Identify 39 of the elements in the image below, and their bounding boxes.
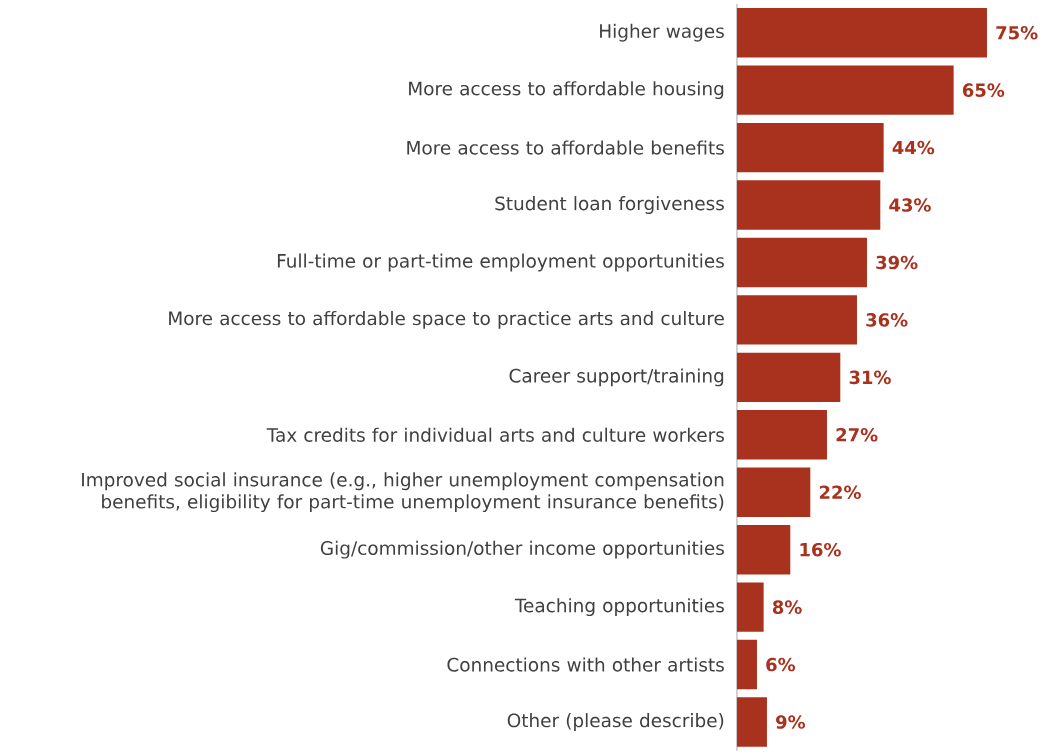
y-tick-label: More access to affordable housing xyxy=(409,81,724,100)
data-label: 6% xyxy=(766,657,796,672)
y-tick-label: Full-time or part-time employment opportunities xyxy=(277,253,724,272)
y-tick-label: Teaching opportunities xyxy=(514,598,724,617)
bar xyxy=(736,8,987,58)
data-label: 44% xyxy=(892,140,935,155)
data-label: 16% xyxy=(800,543,841,557)
y-tick-label: Gig/commission/other income opportunities xyxy=(320,540,724,559)
data-label: 9% xyxy=(776,715,806,729)
bar xyxy=(736,65,954,115)
bar xyxy=(736,467,811,518)
bar xyxy=(736,640,757,690)
bar xyxy=(736,352,841,403)
y-tick-label: Other (please describe) xyxy=(507,713,724,732)
y-tick-label: Improved social insurance (e.g., higher unemployment compensation benefits, eligibility for part-time unemployment insurance benefits) xyxy=(82,472,724,513)
bar xyxy=(736,525,791,575)
data-label: 43% xyxy=(889,198,931,212)
data-label: 75% xyxy=(996,26,1038,40)
bar xyxy=(736,180,881,230)
y-tick-label: More access to affordable benefits xyxy=(407,140,724,155)
y-tick-label: Career support/training xyxy=(509,368,724,387)
bar xyxy=(736,582,764,632)
y-tick-label: Connections with other artists xyxy=(447,657,724,672)
data-label: 65% xyxy=(962,83,1005,98)
bar xyxy=(736,295,857,345)
y-tick-label: More access to affordable space to practice arts and culture xyxy=(169,311,724,329)
data-label: 27% xyxy=(836,428,878,442)
data-label: 31% xyxy=(849,370,891,385)
data-label: 22% xyxy=(819,485,861,500)
bar xyxy=(736,237,867,288)
bar xyxy=(736,697,767,747)
data-label: 8% xyxy=(772,600,802,615)
y-tick-label: Higher wages xyxy=(600,23,724,42)
bar xyxy=(736,410,827,460)
data-label: 39% xyxy=(876,255,918,270)
data-label: 36% xyxy=(866,313,908,327)
y-tick-label: Tax credits for individual arts and culture workers xyxy=(266,427,724,443)
y-tick-label: Student loan forgiveness xyxy=(495,196,724,215)
bar xyxy=(736,123,884,173)
